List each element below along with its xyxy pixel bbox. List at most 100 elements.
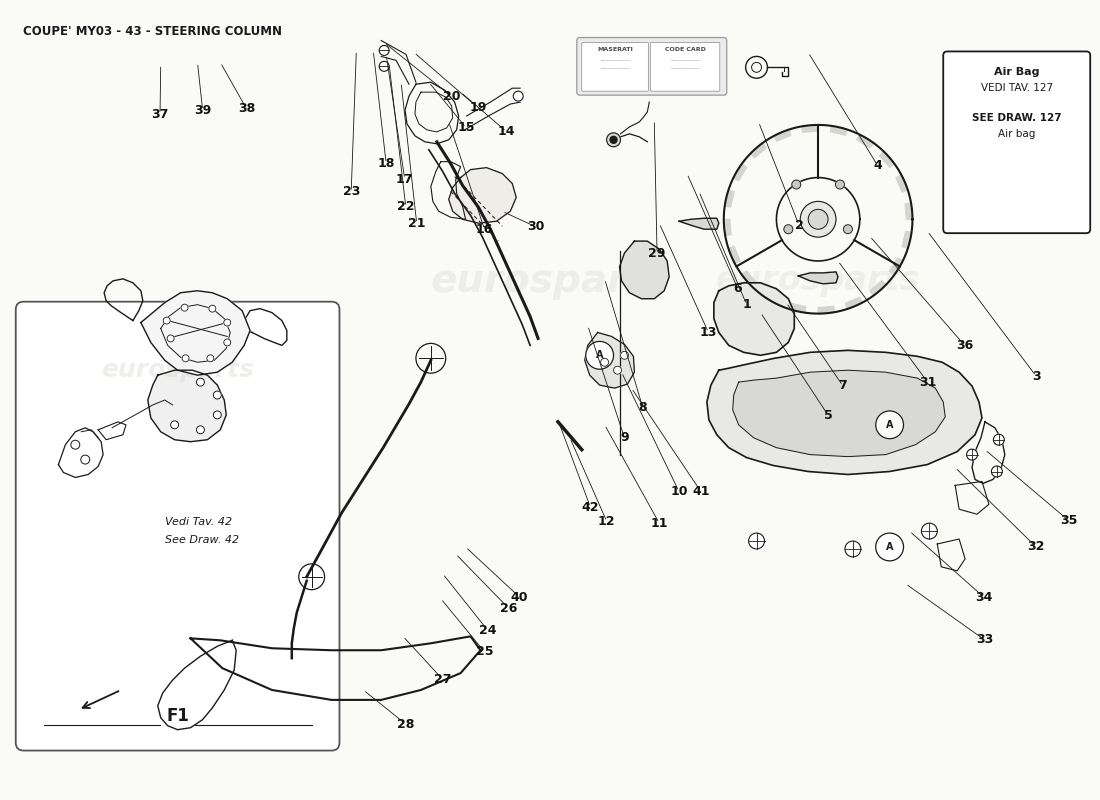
Circle shape [209, 305, 216, 312]
Polygon shape [728, 246, 740, 263]
Text: 23: 23 [342, 186, 360, 198]
Circle shape [70, 440, 80, 449]
Text: 29: 29 [648, 246, 666, 259]
Circle shape [876, 411, 903, 438]
Circle shape [197, 378, 205, 386]
Polygon shape [902, 231, 912, 249]
Circle shape [801, 202, 836, 237]
Text: 4: 4 [873, 159, 882, 172]
Circle shape [207, 355, 213, 362]
Circle shape [993, 434, 1004, 445]
Text: ___________: ___________ [670, 57, 701, 62]
Text: 14: 14 [497, 125, 515, 138]
Polygon shape [449, 168, 516, 223]
Polygon shape [679, 218, 718, 229]
Text: 34: 34 [975, 590, 992, 603]
Polygon shape [870, 281, 886, 295]
Polygon shape [741, 271, 757, 287]
Text: 27: 27 [434, 673, 452, 686]
Text: 22: 22 [397, 201, 415, 214]
Text: 40: 40 [510, 590, 528, 603]
Circle shape [808, 210, 828, 229]
Polygon shape [857, 134, 873, 148]
Circle shape [213, 391, 221, 399]
FancyBboxPatch shape [15, 302, 340, 750]
Text: 11: 11 [650, 517, 668, 530]
Text: 31: 31 [920, 376, 936, 389]
FancyBboxPatch shape [650, 42, 719, 91]
Circle shape [620, 351, 628, 359]
Text: 42: 42 [582, 501, 600, 514]
Text: ____________: ____________ [601, 64, 630, 70]
Circle shape [922, 523, 937, 539]
Polygon shape [905, 203, 913, 219]
Polygon shape [750, 143, 767, 158]
Circle shape [845, 541, 861, 557]
Text: VEDI TAV. 127: VEDI TAV. 127 [981, 83, 1053, 94]
Text: 13: 13 [700, 326, 717, 339]
Circle shape [379, 46, 389, 55]
Circle shape [182, 304, 188, 311]
Circle shape [844, 225, 852, 234]
Text: eurosparts: eurosparts [431, 262, 669, 300]
FancyBboxPatch shape [582, 42, 648, 91]
Circle shape [514, 91, 524, 101]
Text: 32: 32 [1027, 541, 1045, 554]
Text: A: A [886, 542, 893, 552]
Circle shape [967, 449, 978, 460]
Text: F1: F1 [166, 706, 189, 725]
Polygon shape [733, 370, 945, 457]
Polygon shape [707, 350, 982, 474]
Text: 37: 37 [152, 107, 168, 121]
Text: 2: 2 [794, 218, 803, 232]
Text: 17: 17 [396, 173, 414, 186]
Polygon shape [619, 241, 669, 298]
Circle shape [167, 335, 174, 342]
Text: 28: 28 [397, 718, 415, 730]
Polygon shape [725, 190, 734, 207]
Circle shape [379, 62, 389, 71]
Text: A: A [596, 350, 604, 360]
Circle shape [749, 533, 764, 549]
Text: 24: 24 [478, 624, 496, 637]
Circle shape [610, 136, 617, 143]
Text: 39: 39 [194, 103, 211, 117]
Text: Air Bag: Air Bag [994, 67, 1040, 78]
Polygon shape [818, 306, 835, 314]
Text: ____________: ____________ [670, 64, 700, 70]
Circle shape [784, 225, 793, 234]
Polygon shape [896, 175, 907, 192]
Text: eurosparts: eurosparts [101, 358, 254, 382]
Text: 33: 33 [976, 634, 993, 646]
Polygon shape [830, 126, 847, 135]
Polygon shape [147, 370, 227, 442]
Text: CODE CARD: CODE CARD [664, 47, 705, 53]
Text: 26: 26 [499, 602, 517, 614]
Polygon shape [880, 151, 894, 167]
Text: ___________: ___________ [601, 57, 630, 62]
FancyBboxPatch shape [943, 51, 1090, 233]
Circle shape [213, 411, 221, 419]
Circle shape [183, 355, 189, 362]
Polygon shape [585, 333, 635, 388]
Text: 9: 9 [620, 431, 628, 444]
Text: 15: 15 [458, 121, 474, 134]
Polygon shape [724, 219, 732, 236]
Circle shape [197, 426, 205, 434]
Circle shape [991, 466, 1002, 477]
Polygon shape [714, 283, 794, 355]
Text: Air bag: Air bag [998, 129, 1035, 139]
Circle shape [614, 366, 622, 374]
Text: 21: 21 [408, 217, 426, 230]
Polygon shape [802, 125, 818, 132]
Circle shape [163, 317, 170, 324]
Text: COUPE' MY03 - 43 - STEERING COLUMN: COUPE' MY03 - 43 - STEERING COLUMN [23, 25, 283, 38]
Text: 16: 16 [476, 222, 493, 236]
Circle shape [836, 180, 845, 189]
Text: 38: 38 [238, 102, 255, 115]
Circle shape [601, 358, 608, 366]
Text: SEE DRAW. 127: SEE DRAW. 127 [972, 113, 1062, 123]
Text: 41: 41 [692, 485, 710, 498]
Text: 19: 19 [470, 101, 486, 114]
Polygon shape [799, 272, 838, 284]
